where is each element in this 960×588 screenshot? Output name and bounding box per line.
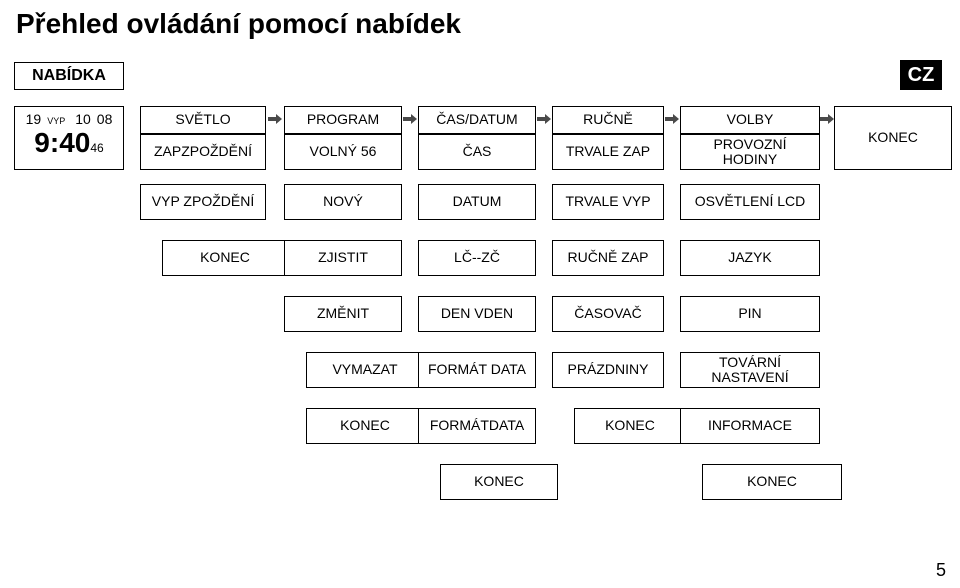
node-volby: VOLBY bbox=[680, 106, 820, 134]
node-osvetlcd: OSVĚTLENÍ LCD bbox=[680, 184, 820, 220]
node-label: KONEC bbox=[340, 418, 390, 433]
node-label: KONEC bbox=[605, 418, 655, 433]
node-label: ZJISTIT bbox=[318, 250, 368, 265]
node-rucnezap: RUČNĚ ZAP bbox=[552, 240, 664, 276]
language-badge: CZ bbox=[900, 60, 942, 90]
node-label: FORMÁT DATA bbox=[428, 362, 526, 377]
node-konec5: KONEC bbox=[702, 464, 842, 500]
node-label: PRÁZDNINY bbox=[568, 362, 649, 377]
node-label: ZAPZPOŽDĚNÍ bbox=[154, 144, 252, 159]
arrow-right-icon bbox=[665, 112, 679, 126]
node-volny56: VOLNÝ 56 bbox=[284, 134, 402, 170]
node-novy: NOVÝ bbox=[284, 184, 402, 220]
arrow-right-icon bbox=[268, 112, 282, 126]
node-rucne: RUČNĚ bbox=[552, 106, 664, 134]
menu-box-label: NABÍDKA bbox=[32, 67, 106, 85]
node-vypzpoz: VYP ZPOŽDĚNÍ bbox=[140, 184, 266, 220]
clock-time: 9:40 bbox=[34, 127, 90, 158]
node-konec2: KONEC bbox=[306, 408, 424, 444]
node-label: NOVÝ bbox=[323, 194, 363, 209]
node-jazyk: JAZYK bbox=[680, 240, 820, 276]
clock-box: 19 VYP 10 08 9:4046 bbox=[14, 106, 124, 170]
node-zapzpoz: ZAPZPOŽDĚNÍ bbox=[140, 134, 266, 170]
node-label: VYP ZPOŽDĚNÍ bbox=[152, 194, 254, 209]
node-program: PROGRAM bbox=[284, 106, 402, 134]
page-number: 5 bbox=[936, 560, 946, 581]
node-tovarni: TOVÁRNÍ NASTAVENÍ bbox=[680, 352, 820, 388]
node-label: VOLNÝ 56 bbox=[310, 144, 377, 159]
node-label: LČ--ZČ bbox=[454, 250, 500, 265]
node-label: RUČNĚ bbox=[583, 112, 633, 127]
language-badge-text: CZ bbox=[908, 64, 935, 86]
node-label: PIN bbox=[738, 306, 761, 321]
node-label: DEN VDEN bbox=[441, 306, 513, 321]
node-label: PROVOZNÍ HODINY bbox=[713, 137, 786, 168]
node-formatdata1: FORMÁT DATA bbox=[418, 352, 536, 388]
node-konec0: KONEC bbox=[834, 106, 952, 170]
node-label: VOLBY bbox=[727, 112, 774, 127]
node-label: JAZYK bbox=[728, 250, 772, 265]
clock-date-row: 19 VYP 10 08 bbox=[23, 111, 115, 127]
node-label: KONEC bbox=[200, 250, 250, 265]
node-label: FORMÁTDATA bbox=[430, 418, 524, 433]
node-datum: DATUM bbox=[418, 184, 536, 220]
node-vymazat: VYMAZAT bbox=[306, 352, 424, 388]
arrow-right-icon bbox=[403, 112, 417, 126]
node-lczc: LČ--ZČ bbox=[418, 240, 536, 276]
arrow-right-icon bbox=[537, 112, 551, 126]
node-cas: ČAS bbox=[418, 134, 536, 170]
node-svetlo: SVĚTLO bbox=[140, 106, 266, 134]
node-label: DATUM bbox=[453, 194, 502, 209]
node-zjistit: ZJISTIT bbox=[284, 240, 402, 276]
node-label: PROGRAM bbox=[307, 112, 379, 127]
node-label: TRVALE ZAP bbox=[566, 144, 650, 159]
clock-time-row: 9:4046 bbox=[23, 129, 115, 157]
node-label: KONEC bbox=[747, 474, 797, 489]
node-casovac: ČASOVAČ bbox=[552, 296, 664, 332]
node-label: ČAS bbox=[463, 144, 492, 159]
node-informace: INFORMACE bbox=[680, 408, 820, 444]
clock-year: 08 bbox=[97, 111, 113, 127]
node-provozni: PROVOZNÍ HODINY bbox=[680, 134, 820, 170]
node-zmenit: ZMĚNIT bbox=[284, 296, 402, 332]
node-label: ČAS/DATUM bbox=[436, 112, 517, 127]
node-trvalezap: TRVALE ZAP bbox=[552, 134, 664, 170]
arrow-right-icon bbox=[820, 112, 834, 126]
clock-vyp-label: VYP bbox=[47, 116, 65, 126]
node-label: VYMAZAT bbox=[332, 362, 397, 377]
node-label: RUČNĚ ZAP bbox=[568, 250, 649, 265]
node-formatdata2: FORMÁTDATA bbox=[418, 408, 536, 444]
node-trvalevyp: TRVALE VYP bbox=[552, 184, 664, 220]
node-label: TRVALE VYP bbox=[565, 194, 650, 209]
node-konec1: KONEC bbox=[162, 240, 288, 276]
node-label: KONEC bbox=[474, 474, 524, 489]
node-label: INFORMACE bbox=[708, 418, 792, 433]
clock-day: 19 bbox=[26, 111, 42, 127]
node-prazdniny: PRÁZDNINY bbox=[552, 352, 664, 388]
node-label: ČASOVAČ bbox=[574, 306, 641, 321]
node-label: TOVÁRNÍ NASTAVENÍ bbox=[711, 355, 788, 386]
page-title: Přehled ovládání pomocí nabídek bbox=[16, 8, 461, 40]
menu-box: NABÍDKA bbox=[14, 62, 124, 90]
node-pin: PIN bbox=[680, 296, 820, 332]
node-casdatum: ČAS/DATUM bbox=[418, 106, 536, 134]
clock-seconds: 46 bbox=[90, 141, 103, 155]
node-label: KONEC bbox=[868, 130, 918, 145]
node-konec3: KONEC bbox=[574, 408, 686, 444]
clock-month: 10 bbox=[75, 111, 91, 127]
node-denvden: DEN VDEN bbox=[418, 296, 536, 332]
node-konec4: KONEC bbox=[440, 464, 558, 500]
node-label: SVĚTLO bbox=[175, 112, 230, 127]
node-label: ZMĚNIT bbox=[317, 306, 369, 321]
node-label: OSVĚTLENÍ LCD bbox=[695, 194, 805, 209]
